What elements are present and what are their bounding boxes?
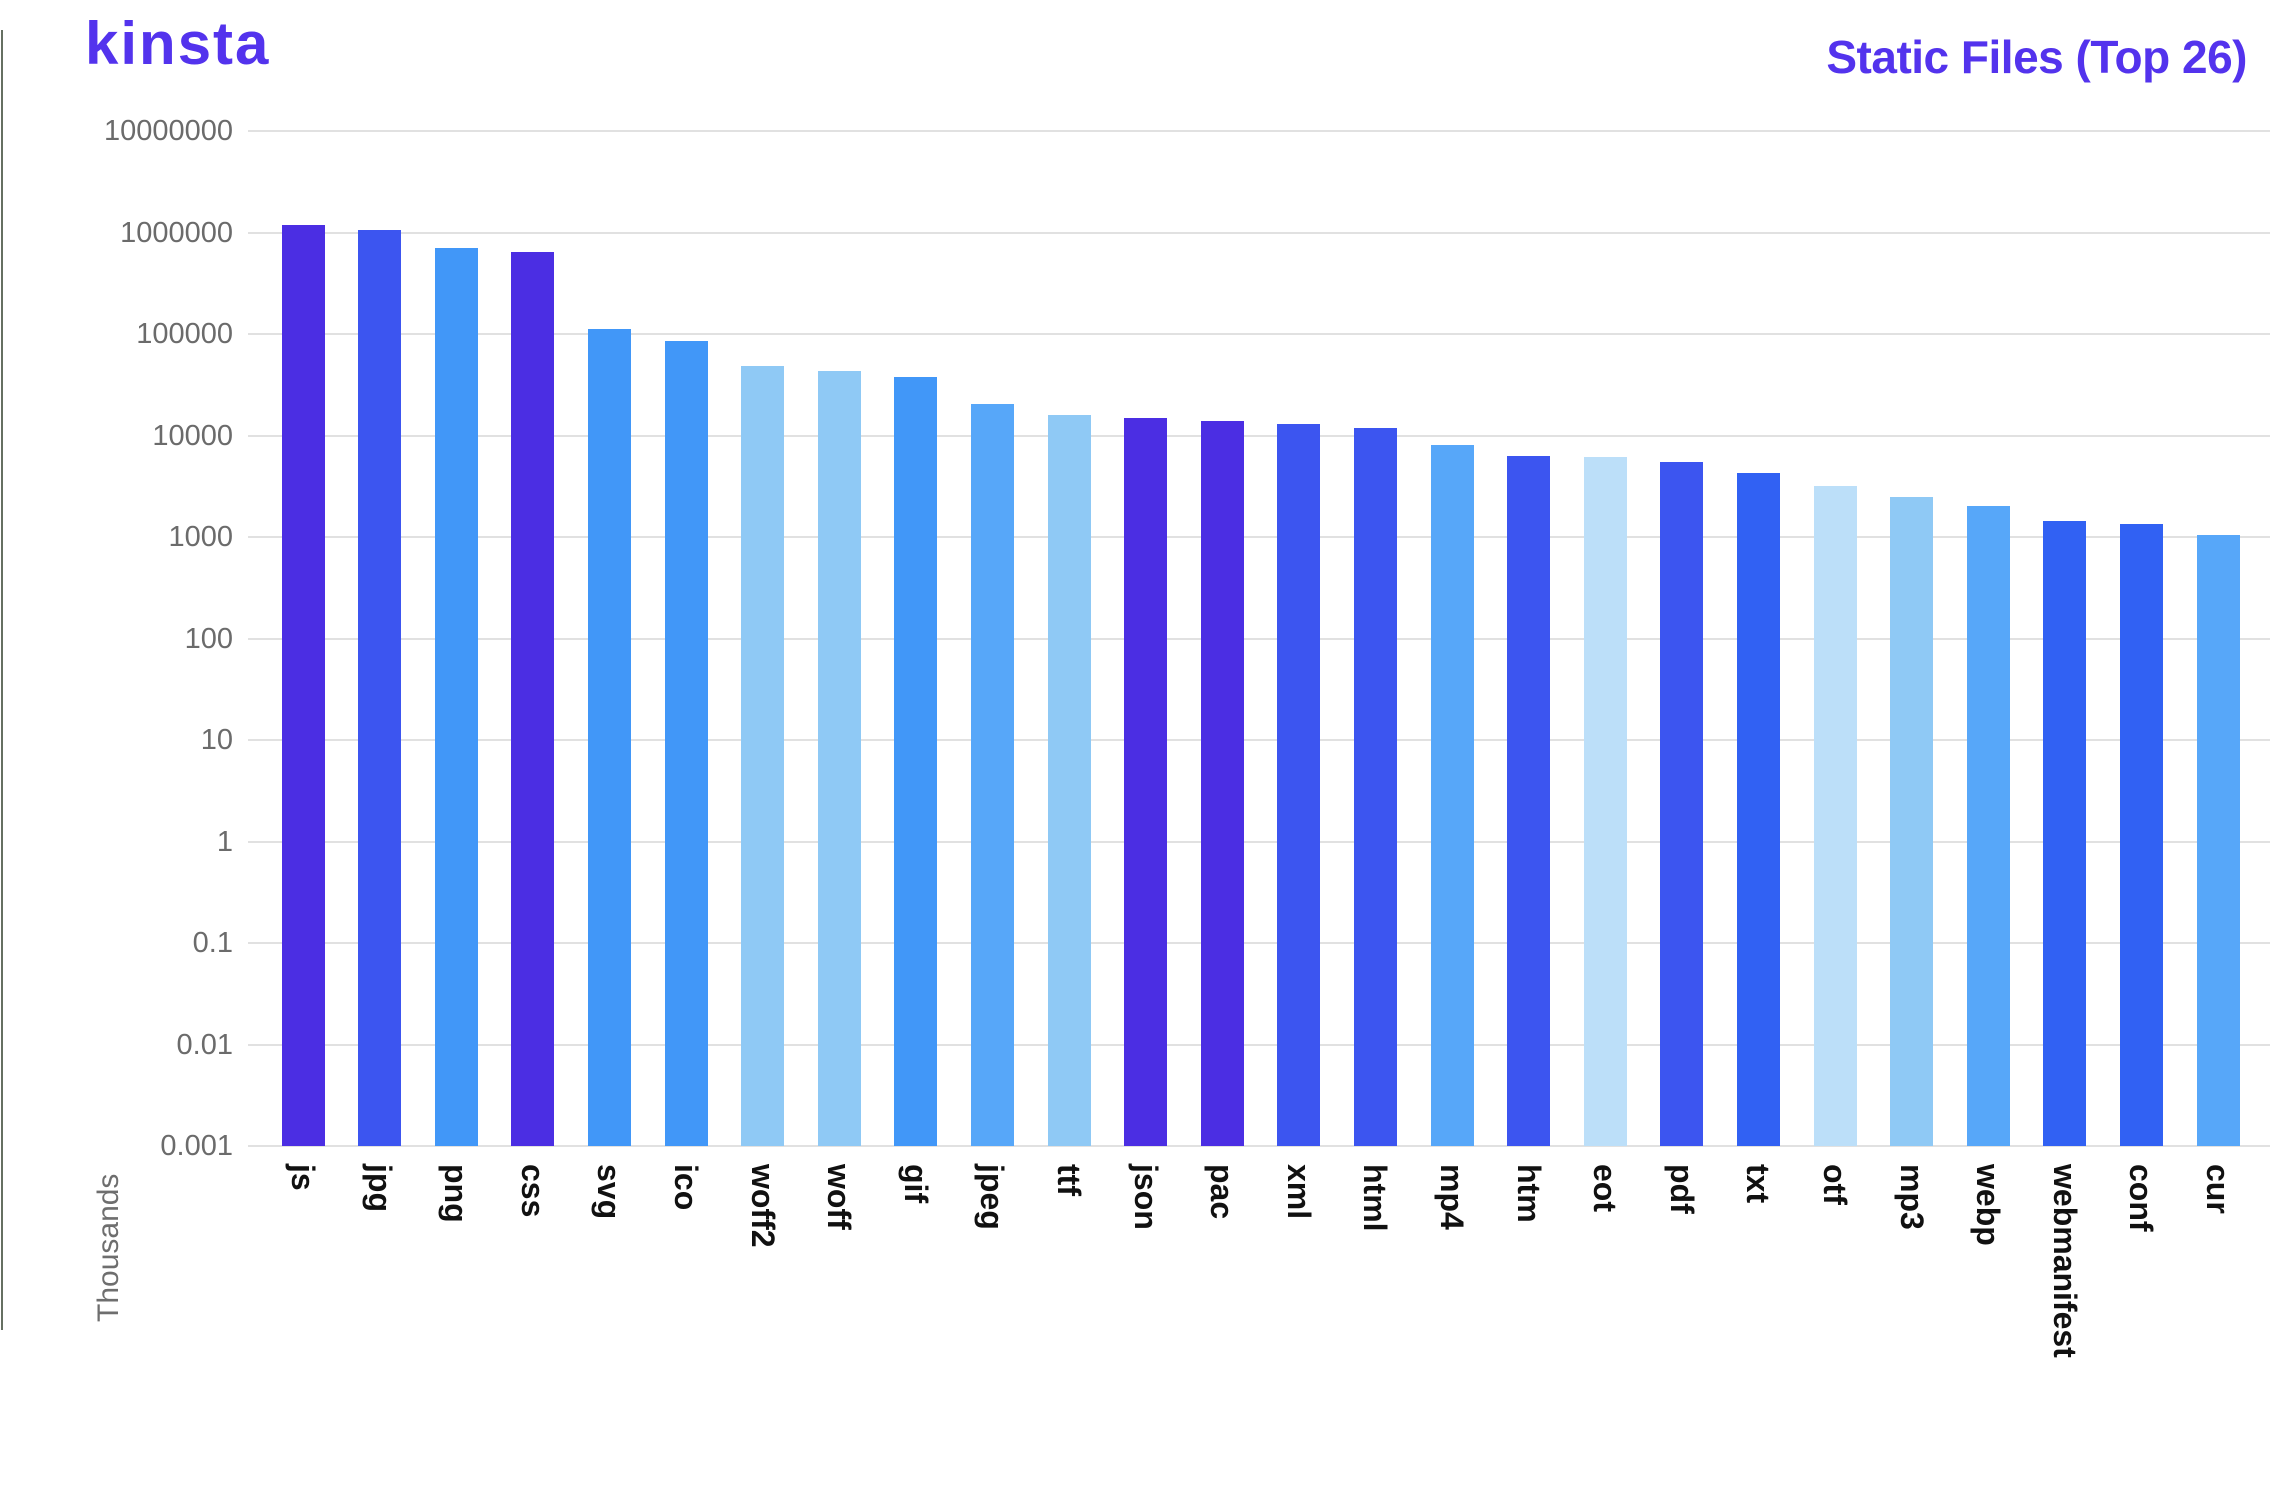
window-edge-line <box>1 30 3 1330</box>
x-label-webp: webp <box>1970 1164 2007 1246</box>
bar-xml[interactable] <box>1277 423 1321 1146</box>
bar-webmanifest[interactable] <box>2043 520 2087 1146</box>
x-label-htm: htm <box>1510 1164 1547 1223</box>
chart-title: Static Files (Top 26) <box>1826 31 2247 83</box>
y-tick-10: 10 <box>200 724 233 756</box>
bar-pac[interactable] <box>1200 420 1244 1146</box>
x-label-woff: woff <box>821 1164 858 1230</box>
bar-woff2[interactable] <box>741 366 785 1146</box>
x-label-jpeg: jpeg <box>974 1164 1011 1230</box>
gridline-1000000 <box>248 231 2270 234</box>
x-label-txt: txt <box>1740 1164 1777 1204</box>
bar-eot[interactable] <box>1583 456 1627 1146</box>
bar-otf[interactable] <box>1813 485 1857 1146</box>
y-tick-0.01: 0.01 <box>176 1028 233 1061</box>
x-label-webmanifest: webmanifest <box>2046 1164 2083 1358</box>
bar-cur[interactable] <box>2196 534 2240 1146</box>
bar-css[interactable] <box>511 251 555 1146</box>
gridline-0.01 <box>248 1043 2270 1046</box>
x-label-js: js <box>285 1164 321 1191</box>
gridline-10 <box>248 739 2270 741</box>
bar-mp4[interactable] <box>1430 445 1474 1146</box>
x-label-xml: xml <box>1280 1164 1317 1220</box>
bar-htm[interactable] <box>1507 455 1551 1146</box>
gridline-10000 <box>248 434 2270 437</box>
x-label-png: png <box>438 1164 475 1223</box>
y-tick-0.1: 0.1 <box>192 927 233 959</box>
bar-png[interactable] <box>434 248 478 1146</box>
bar-json[interactable] <box>1124 418 1168 1146</box>
bar-mp3[interactable] <box>1890 496 1934 1146</box>
bar-ico[interactable] <box>664 341 708 1146</box>
x-label-jpg: jpg <box>361 1164 398 1212</box>
x-label-pdf: pdf <box>1663 1164 1700 1214</box>
bar-webp[interactable] <box>1966 506 2010 1146</box>
x-label-mp4: mp4 <box>1434 1164 1470 1230</box>
x-label-conf: conf <box>2123 1164 2160 1232</box>
x-label-eot: eot <box>1587 1164 1624 1212</box>
bar-jpeg[interactable] <box>970 403 1014 1146</box>
bar-conf[interactable] <box>2119 523 2163 1146</box>
y-tick-10000000: 10000000 <box>103 115 233 147</box>
bar-jpg[interactable] <box>358 230 402 1146</box>
x-label-ico: ico <box>668 1164 704 1211</box>
gridline-100000 <box>248 333 2270 335</box>
x-label-pac: pac <box>1204 1164 1241 1220</box>
y-tick-1000000: 1000000 <box>120 216 233 249</box>
y-tick-1: 1 <box>216 825 233 858</box>
bar-txt[interactable] <box>1736 472 1780 1146</box>
gridline-10000000 <box>248 130 2270 132</box>
x-label-cur: cur <box>2200 1164 2236 1214</box>
gridline-0.1 <box>248 942 2270 944</box>
gridline-1000 <box>248 536 2270 538</box>
bar-ttf[interactable] <box>1047 414 1091 1146</box>
x-label-ttf: ttf <box>1051 1164 1087 1196</box>
bar-woff[interactable] <box>817 371 861 1146</box>
x-label-mp3: mp3 <box>1893 1164 1930 1230</box>
x-label-json: json <box>1127 1164 1164 1230</box>
gridline-0.001 <box>248 1145 2270 1147</box>
y-tick-1000: 1000 <box>168 521 233 553</box>
y-axis-unit-label: Thousands <box>92 1173 125 1322</box>
bar-gif[interactable] <box>894 376 938 1146</box>
bar-html[interactable] <box>1353 427 1397 1146</box>
x-label-html: html <box>1357 1164 1394 1232</box>
gridline-1 <box>248 840 2270 843</box>
x-label-woff2: woff2 <box>744 1164 781 1248</box>
x-label-otf: otf <box>1817 1164 1853 1205</box>
y-tick-10000: 10000 <box>152 419 233 452</box>
bar-pdf[interactable] <box>1660 461 1704 1146</box>
bar-js[interactable] <box>281 224 325 1146</box>
y-tick-100000: 100000 <box>136 318 233 350</box>
x-label-css: css <box>514 1164 551 1218</box>
bar-svg[interactable] <box>587 328 631 1146</box>
x-label-svg: svg <box>591 1164 628 1220</box>
gridline-100 <box>248 637 2270 640</box>
x-label-gif: gif <box>897 1164 934 1204</box>
y-tick-0.001: 0.001 <box>160 1130 233 1162</box>
kinsta-logo: kinsta <box>85 10 271 77</box>
y-tick-100: 100 <box>184 622 233 655</box>
